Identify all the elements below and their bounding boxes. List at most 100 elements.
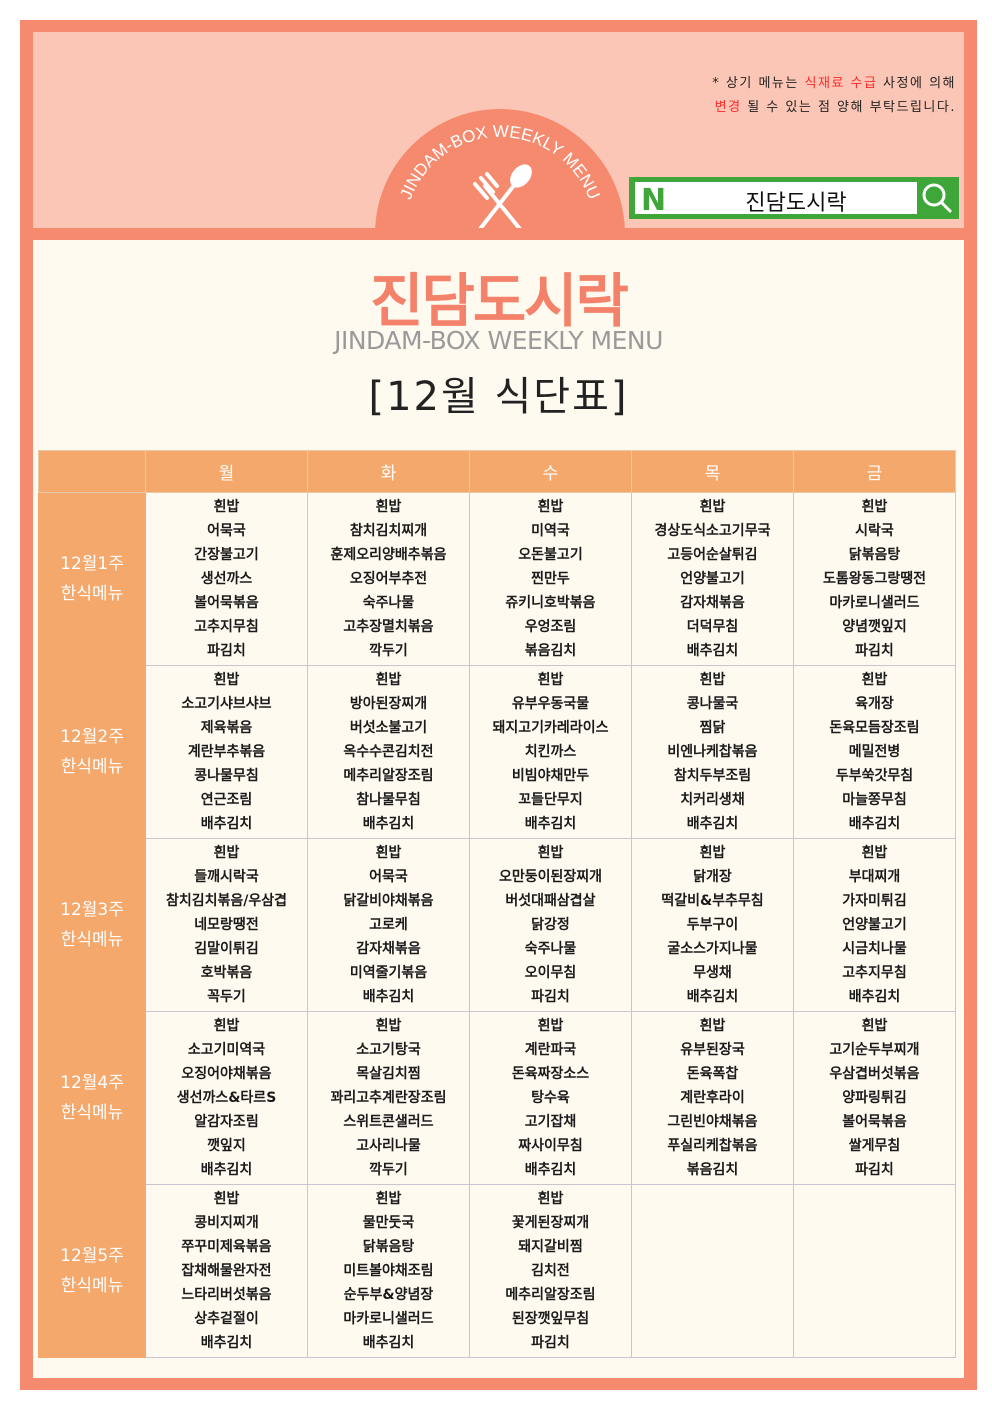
search-input[interactable]: N 진담도시락	[635, 182, 917, 218]
week-label: 12월5주 한식메뉴	[38, 1184, 146, 1358]
menu-item: 돈육짜장소스	[511, 1066, 590, 1082]
menu-item: 상추겉절이	[194, 1311, 259, 1327]
menu-item: 닭개장	[693, 869, 732, 885]
week-label-text: 12월1주	[60, 554, 124, 574]
menu-item: 쌀게무침	[848, 1138, 901, 1154]
brand-logo: 진담도시락	[370, 267, 629, 335]
menu-item: 배추김치	[524, 1162, 577, 1178]
menu-item: 연근조림	[200, 792, 253, 808]
menu-cell: 흰밥 방아된장찌개 버섯소불고기 옥수수콘김치전 메추리알장조림 참나물무침 배추김치	[307, 665, 470, 839]
menu-item: 파김치	[531, 989, 570, 1005]
table-row: 12월1주 한식메뉴 흰밥 어묵국 간장불고기 생선까스 볼어묵볶음 고추지무침 파김치 흰밥 참치…	[38, 492, 956, 666]
menu-item: 메추리알장조림	[505, 1287, 596, 1303]
search-bar[interactable]: N 진담도시락	[629, 177, 959, 219]
menu-item: 쥬키니호박볶음	[505, 595, 596, 611]
menu-item: 고추지무침	[194, 619, 259, 635]
menu-item: 버섯소불고기	[349, 720, 428, 736]
menu-item: 들깨시락국	[194, 869, 259, 885]
menu-item: 깻잎지	[207, 1138, 246, 1154]
menu-item: 어묵국	[369, 869, 408, 885]
menu-item: 물만둣국	[362, 1215, 415, 1231]
menu-item: 고로케	[369, 917, 408, 933]
menu-item: 계란파국	[524, 1042, 577, 1058]
menu-item: 배추김치	[524, 816, 577, 832]
menu-item: 떡갈비&부추무침	[661, 893, 764, 909]
menu-cell: 흰밥 소고기미역국 오징어야채볶음 생선까스&타르S 알감자조림 깻잎지 배추김치	[145, 1011, 308, 1185]
menu-cell: 흰밥 육개장 돈육모듬장조림 메밀전병 두부쑥갓무침 마늘쫑무침 배추김치	[793, 665, 956, 839]
weekly-menu-badge: JINDAM-BOX WEEKLY MENU	[375, 109, 625, 228]
notice-text: 될 수 있는 점 양해 부탁드립니다.	[741, 100, 956, 115]
menu-item: 흰밥	[537, 1018, 564, 1034]
menu-item: 흰밥	[375, 499, 402, 515]
menu-item: 메추리알장조림	[343, 768, 434, 784]
notice-highlight: 식재료 수급	[804, 76, 878, 91]
menu-item: 숙주나물	[362, 595, 415, 611]
menu-item: 배추김치	[686, 989, 739, 1005]
menu-item: 콩비지찌개	[194, 1215, 259, 1231]
menu-item: 오만둥이된장찌개	[498, 869, 603, 885]
menu-item: 오이무침	[524, 965, 577, 981]
menu-cell: 흰밥 어묵국 간장불고기 생선까스 볼어묵볶음 고추지무침 파김치	[145, 492, 308, 666]
notice-highlight: 변경	[714, 100, 742, 115]
menu-item: 배추김치	[848, 816, 901, 832]
menu-item: 참치두부조림	[673, 768, 752, 784]
menu-item: 훈제오리양배추볶음	[330, 547, 447, 563]
day-header: 월	[145, 450, 308, 493]
menu-item: 흰밥	[699, 845, 726, 861]
menu-item: 양념깻잎지	[842, 619, 907, 635]
menu-item: 고기순두부찌개	[829, 1042, 920, 1058]
menu-item: 계란후라이	[680, 1090, 745, 1106]
week-label-text: 12월3주	[60, 900, 124, 920]
menu-item: 순두부&양념장	[343, 1287, 434, 1303]
menu-item: 생선까스	[200, 571, 253, 587]
menu-cell: 흰밥 물만둣국 닭볶음탕 미트볼야채조림 순두부&양념장 마카로니샐러드 배추김치	[307, 1184, 470, 1358]
menu-item: 고사리나물	[356, 1138, 421, 1154]
menu-item: 흰밥	[213, 1191, 240, 1207]
menu-item: 된장깻잎무침	[511, 1311, 590, 1327]
day-header: 목	[631, 450, 794, 493]
menu-item: 계란부추볶음	[187, 744, 266, 760]
menu-item: 꼭두기	[207, 989, 246, 1005]
menu-item: 파김치	[207, 643, 246, 659]
menu-item: 호박볶음	[200, 965, 253, 981]
menu-item: 김말이튀김	[194, 941, 259, 957]
table-row: 12월5주 한식메뉴 흰밥 콩비지찌개 쭈꾸미제육볶음 잡채해물완자전 느타리버섯볶음 상추겉…	[38, 1184, 956, 1358]
menu-item: 언양불고기	[680, 571, 745, 587]
menu-cell: 흰밥 유부된장국 돈육폭찹 계란후라이 그린빈야채볶음 푸실리케찹볶음 볶음김치	[631, 1011, 794, 1185]
menu-item: 미트볼야채조림	[343, 1263, 434, 1279]
menu-item: 도톰왕동그랑땡전	[822, 571, 927, 587]
menu-item: 흰밥	[537, 672, 564, 688]
menu-item: 닭강정	[531, 917, 570, 933]
menu-item: 돼지고기카레라이스	[492, 720, 609, 736]
menu-cell: 흰밥 계란파국 돈육짜장소스 탕수육 고기잡채 짜사이무침 배추김치	[469, 1011, 632, 1185]
menu-item: 흰밥	[699, 1018, 726, 1034]
menu-item: 배추김치	[362, 1335, 415, 1351]
brand-subtitle: JINDAM-BOX WEEKLY MENU	[334, 326, 663, 355]
week-label-text: 한식메뉴	[60, 757, 124, 777]
search-icon[interactable]	[921, 182, 953, 214]
menu-item: 가자미튀김	[842, 893, 907, 909]
table-row: 12월2주 한식메뉴 흰밥 소고기샤브샤브 제육볶음 계란부추볶음 콩나물무침 연근조림 배추김…	[38, 665, 956, 839]
menu-item: 볼어묵볶음	[194, 595, 259, 611]
menu-item: 더덕무침	[686, 619, 739, 635]
week-label-text: 12월5주	[60, 1246, 124, 1266]
day-header: 수	[469, 450, 632, 493]
menu-item: 참나물무침	[356, 792, 421, 808]
table-row: 12월3주 한식메뉴 흰밥 들깨시락국 참치김치볶음/우삼겹 네모랑땡전 김말이튀김 호박볶음…	[38, 838, 956, 1012]
menu-item: 찐만두	[531, 571, 570, 587]
fork-spoon-icon	[473, 164, 532, 228]
menu-item: 유부우동국물	[511, 696, 590, 712]
menu-item: 고추지무침	[842, 965, 907, 981]
menu-item: 버섯대패삼겹살	[505, 893, 596, 909]
menu-item: 볼어묵볶음	[842, 1114, 907, 1130]
week-label-text: 한식메뉴	[60, 1103, 124, 1123]
menu-cell: 흰밥 닭개장 떡갈비&부추무침 두부구이 굴소스가지나물 무생채 배추김치	[631, 838, 794, 1012]
menu-item: 배추김치	[686, 643, 739, 659]
header: * 상기 메뉴는 식재료 수급 사정에 의해 변경 될 수 있는 점 양해 부탁…	[33, 32, 964, 228]
menu-item: 배추김치	[848, 989, 901, 1005]
menu-item: 옥수수콘김치전	[343, 744, 434, 760]
menu-body: 진담도시락 JINDAM-BOX WEEKLY MENU [12월 식단표] 월…	[33, 240, 964, 1378]
menu-item: 유부된장국	[680, 1042, 745, 1058]
